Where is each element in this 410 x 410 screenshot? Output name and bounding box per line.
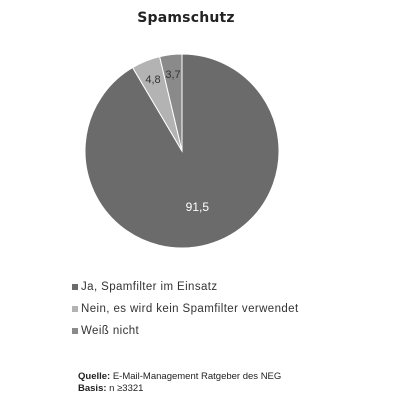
chart-title: Spamschutz	[137, 10, 235, 26]
data-label-weiss-nicht: 3,7	[165, 69, 180, 81]
pie-slice-weiss-nicht	[159, 53, 183, 152]
source-note: Quelle: E-Mail-Management Ratgeber des N…	[78, 371, 281, 395]
legend-swatch-nein	[72, 306, 78, 312]
legend-swatch-weiss-nicht	[72, 328, 78, 334]
data-label-nein: 4,8	[145, 74, 160, 86]
basis-text: n ≥3321	[109, 383, 144, 394]
source-line: Quelle: E-Mail-Management Ratgeber des N…	[78, 371, 281, 383]
source-text: E-Mail-Management Ratgeber des NEG	[112, 371, 282, 382]
legend-label-ja: Ja, Spamfilter im Einsatz	[81, 281, 218, 293]
pie-chart: 91,5 4,8 3,7	[84, 53, 280, 249]
legend-label-weiss-nicht: Weiß nicht	[81, 325, 140, 337]
basis-line: Basis: n ≥3321	[78, 383, 281, 395]
basis-label: Basis:	[78, 383, 107, 394]
legend-item-weiss-nicht: Weiß nicht	[72, 320, 299, 342]
source-label: Quelle:	[78, 371, 111, 382]
chart-legend: Ja, Spamfilter im Einsatz Nein, es wird …	[72, 276, 299, 342]
legend-swatch-ja	[72, 284, 78, 290]
data-label-ja: 91,5	[186, 200, 210, 214]
legend-item-nein: Nein, es wird kein Spamfilter verwendet	[72, 298, 299, 320]
legend-item-ja: Ja, Spamfilter im Einsatz	[72, 276, 299, 298]
legend-label-nein: Nein, es wird kein Spamfilter verwendet	[81, 303, 299, 315]
